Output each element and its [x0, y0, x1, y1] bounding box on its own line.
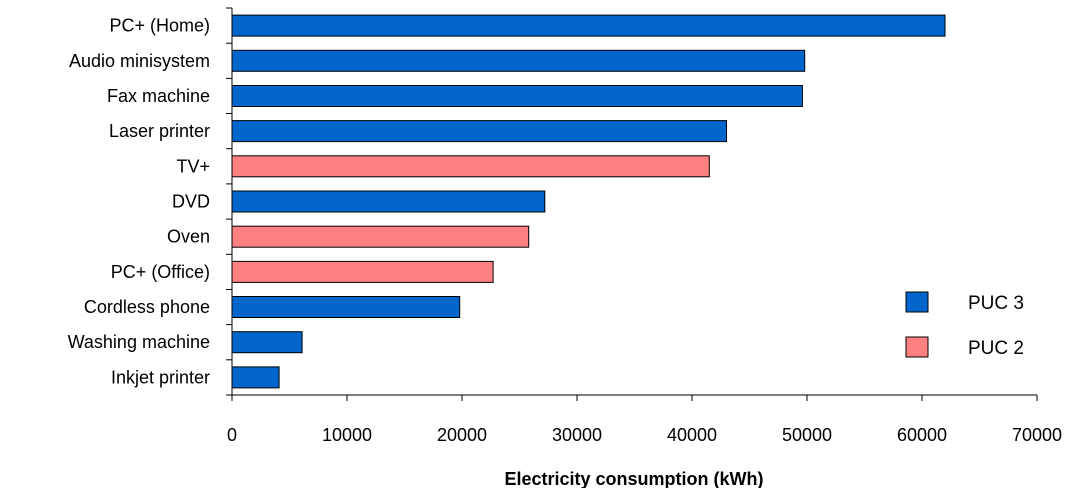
category-label: Washing machine [68, 332, 210, 352]
x-tick-label: 70000 [1012, 425, 1062, 445]
bar-1 [231, 14, 946, 37]
category-label: Inkjet printer [111, 367, 210, 387]
bar-8 [231, 260, 494, 283]
x-tick-label: 20000 [437, 425, 487, 445]
bar-9 [231, 296, 461, 318]
category-label: Fax machine [107, 86, 210, 106]
legend-label: PUC 2 [968, 338, 1024, 359]
category-label: Laser printer [109, 121, 210, 141]
bar-2 [231, 49, 806, 72]
category-label: PC+ (Office) [111, 262, 210, 282]
x-tick-label: 10000 [322, 425, 372, 445]
bar-10 [231, 331, 303, 354]
x-tick-label: 60000 [897, 425, 947, 445]
x-axis-title: Electricity consumption (kWh) [504, 469, 763, 488]
legend: PUC 3 PUC 2 [905, 291, 1024, 359]
legend-swatch-1 [905, 291, 929, 313]
category-label: Cordless phone [84, 297, 210, 317]
x-tick-label: 50000 [782, 425, 832, 445]
bar-3 [231, 85, 803, 107]
bar-4 [231, 120, 727, 143]
x-tick-label: 30000 [552, 425, 602, 445]
bar-11 [231, 366, 280, 389]
category-label: Audio minisystem [69, 51, 210, 71]
legend-label: PUC 3 [968, 293, 1024, 314]
category-label: PC+ (Home) [109, 16, 210, 36]
category-label: DVD [172, 192, 210, 212]
bars-layer [231, 14, 946, 389]
category-label: Oven [167, 227, 210, 247]
labels-layer: PC+ (Home) Audio minisystem Fax machine Las… [68, 16, 1062, 445]
legend-swatch-2 [905, 336, 929, 358]
bar-7 [231, 225, 530, 248]
bar-6 [231, 190, 546, 213]
bar-5 [231, 155, 710, 178]
x-tick-label: 40000 [667, 425, 717, 445]
category-label: TV+ [176, 156, 210, 176]
x-tick-label: 0 [227, 425, 237, 445]
axes-layer [226, 7, 1038, 401]
